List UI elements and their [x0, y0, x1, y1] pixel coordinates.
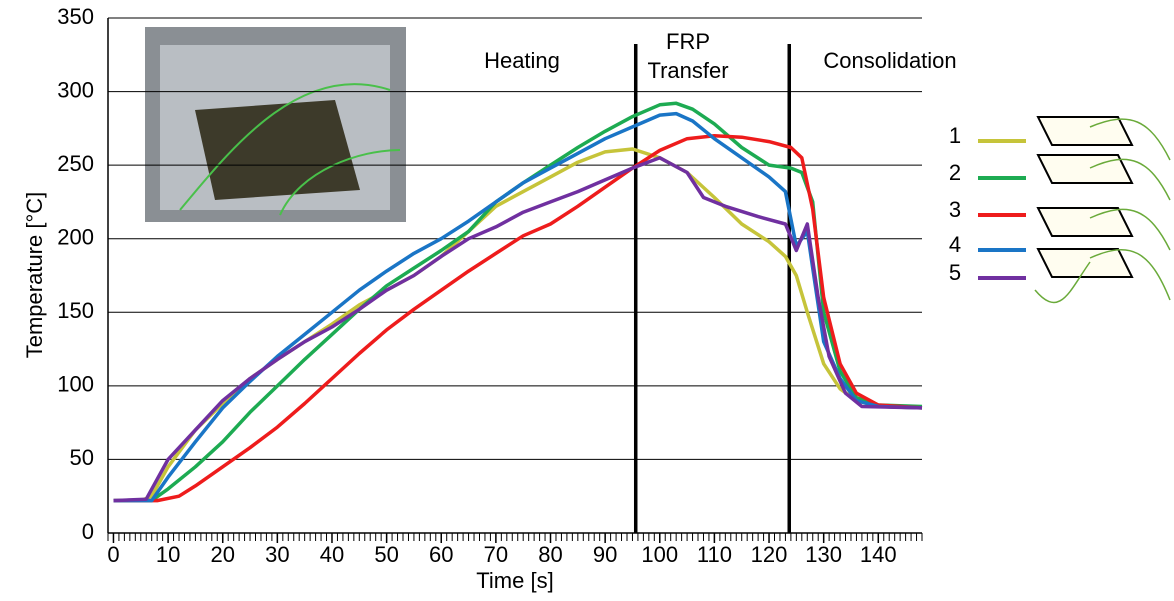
x-tick-label: 50 [374, 542, 398, 567]
y-tick-label: 250 [57, 151, 94, 176]
x-tick-label: 140 [860, 542, 897, 567]
y-tick-label: 350 [57, 4, 94, 29]
legend-label: 4 [949, 232, 961, 257]
x-tick-label: 20 [210, 542, 234, 567]
inset-photo [145, 27, 406, 222]
x-axis-label: Time [s] [476, 568, 553, 593]
legend-label: 3 [949, 197, 961, 222]
legend-label: 5 [949, 260, 961, 285]
x-tick-label: 110 [697, 542, 732, 567]
annotation: Consolidation [823, 48, 956, 73]
legend-icons [1034, 116, 1171, 304]
y-tick-label: 300 [57, 77, 94, 102]
annotation: FRP [666, 29, 710, 54]
y-tick-label: 150 [57, 298, 94, 323]
x-tick-label: 90 [593, 542, 617, 567]
x-tick-label: 10 [156, 542, 180, 567]
annotation: Heating [484, 48, 560, 73]
y-tick-label: 100 [57, 372, 94, 397]
legend-label: 2 [949, 160, 961, 185]
x-tick-label: 60 [429, 542, 453, 567]
x-tick-label: 100 [641, 542, 678, 567]
x-tick-label: 70 [484, 542, 508, 567]
x-tick-label: 40 [320, 542, 344, 567]
y-tick-label: 0 [82, 519, 94, 544]
x-tick-label: 120 [751, 542, 788, 567]
y-tick-label: 200 [57, 225, 94, 250]
series-line [113, 156, 923, 503]
x-tick-label: 80 [538, 542, 562, 567]
x-tick-label: 130 [805, 542, 842, 567]
legend-label: 1 [949, 123, 961, 148]
series-line [113, 133, 923, 503]
annotation: Transfer [647, 58, 728, 83]
x-tick-label: 30 [265, 542, 289, 567]
y-axis-label: Temperature [°C] [22, 192, 47, 359]
x-tick-label: 0 [107, 542, 119, 567]
y-tick-label: 50 [70, 445, 94, 470]
